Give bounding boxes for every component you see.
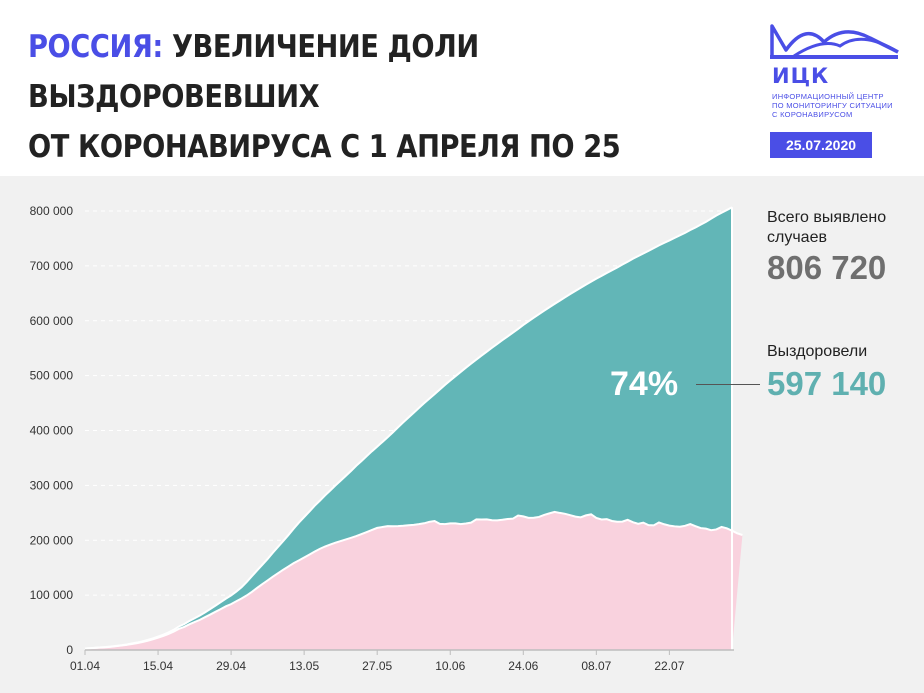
x-tick-label: 01.04 [70,659,100,673]
active-outline [84,510,743,650]
y-tick-label: 300 000 [30,478,74,492]
logo-subtitle-line-2: ПО МОНИТОРИНГУ СИТУАЦИИ [772,101,893,110]
date-badge: 25.07.2020 [770,132,872,158]
y-tick-label: 500 000 [30,369,74,383]
total-cases-value: 806 720 [767,249,887,286]
recovered-percent: 74% [610,365,679,403]
y-tick-label: 800 000 [30,204,74,218]
recovered-label: Выздоровели [767,343,868,360]
x-tick-label: 24.06 [508,659,538,673]
recovered-value: 597 140 [767,365,887,402]
x-tick-label: 29.04 [216,659,246,673]
x-tick-label: 10.06 [435,659,465,673]
total-cases-label: Всего выявлено случаев [767,208,886,248]
y-tick-label: 400 000 [30,424,74,438]
total-cases-label-line-2: случаев [767,229,827,246]
title-accent: РОССИЯ: [28,29,163,65]
logo-subtitle-line-3: С КОРОНАВИРУСОМ [772,110,853,119]
percent-connector-line [696,384,760,385]
logo-subtitle: ИНФОРМАЦИОННЫЙ ЦЕНТР ПО МОНИТОРИНГУ СИТУ… [772,92,912,119]
logo-wave-icon [770,24,899,59]
total-cases-label-line-1: Всего выявлено [767,209,887,226]
y-tick-label: 0 [66,643,73,657]
x-tick-label: 15.04 [143,659,173,673]
total-outline [84,206,733,650]
y-tick-label: 600 000 [30,314,74,328]
logo-subtitle-line-1: ИНФОРМАЦИОННЫЙ ЦЕНТР [772,92,884,101]
x-tick-label: 08.07 [581,659,611,673]
chart-panel: 0 100 000 200 000 300 000 400 000 500 000 600 … [0,176,924,693]
logo-name: ИЦК [772,64,830,88]
x-tick-label: 27.05 [362,659,392,673]
y-tick-label: 700 000 [30,259,74,273]
x-tick-label: 22.07 [654,659,684,673]
header: РОССИЯ: УВЕЛИЧЕНИЕ ДОЛИ ВЫЗДОРОВЕВШИХ ОТ… [0,0,924,215]
active-area [85,511,743,650]
area-chart: 0 100 000 200 000 300 000 400 000 500 000 600 … [30,204,743,673]
y-tick-label: 100 000 [30,588,74,602]
x-tick-label: 13.05 [289,659,319,673]
title-line-1: УВЕЛИЧЕНИЕ ДОЛИ ВЫЗДОРОВЕВШИХ [28,29,479,115]
y-tick-label: 200 000 [30,533,74,547]
